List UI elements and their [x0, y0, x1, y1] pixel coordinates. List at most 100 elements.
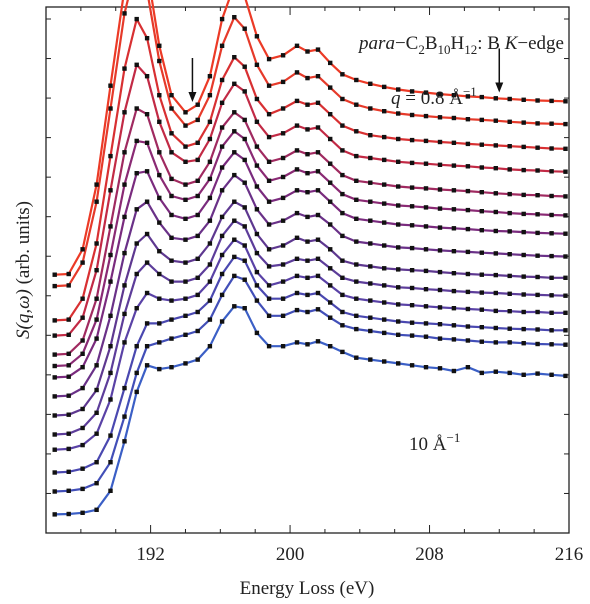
data-point — [108, 188, 113, 193]
data-point — [465, 188, 471, 194]
data-point — [396, 267, 401, 272]
data-point — [207, 279, 213, 284]
data-point — [157, 296, 162, 301]
data-point — [294, 235, 300, 240]
data-point — [232, 129, 237, 134]
data-point — [207, 344, 213, 349]
data-point — [535, 341, 540, 347]
data-point — [437, 287, 443, 293]
data-point — [219, 165, 225, 170]
data-point — [328, 222, 333, 227]
data-point — [465, 207, 471, 213]
data-point — [396, 361, 401, 366]
data-point — [232, 273, 237, 279]
data-point — [207, 93, 213, 98]
series-8 — [52, 150, 568, 380]
series-line — [54, 130, 566, 368]
data-point — [183, 123, 188, 128]
data-point — [266, 178, 272, 183]
data-point — [563, 310, 568, 315]
data-point — [340, 191, 345, 197]
data-point — [409, 137, 415, 143]
data-point — [451, 288, 457, 294]
data-point — [195, 256, 200, 261]
data-point — [207, 262, 213, 267]
data-point — [315, 125, 321, 130]
data-point — [144, 74, 150, 79]
data-point — [157, 271, 162, 277]
data-point — [315, 256, 321, 261]
data-point — [232, 237, 237, 242]
data-point — [52, 470, 57, 475]
data-point — [122, 439, 127, 444]
data-point — [340, 258, 345, 263]
data-point — [183, 144, 188, 149]
data-point — [66, 488, 71, 493]
data-point — [465, 324, 471, 329]
data-point — [219, 77, 225, 83]
data-point — [409, 160, 415, 166]
data-point — [451, 226, 457, 231]
data-point — [563, 231, 568, 236]
data-point — [563, 275, 568, 280]
data-point — [207, 195, 213, 201]
data-point — [183, 197, 188, 202]
data-point — [157, 340, 162, 345]
series-10 — [52, 106, 568, 357]
data-point — [266, 159, 272, 164]
data-point — [266, 344, 272, 349]
data-point — [294, 210, 300, 216]
data-point — [521, 229, 526, 235]
series-line — [54, 18, 566, 322]
data-point — [207, 317, 213, 322]
data-point — [549, 310, 554, 315]
data-point — [423, 138, 429, 144]
data-point — [354, 355, 359, 360]
data-point — [183, 279, 188, 284]
data-point — [315, 273, 321, 279]
data-point — [328, 199, 333, 204]
data-point — [183, 332, 188, 337]
data-point — [134, 62, 139, 67]
data-point — [423, 205, 429, 210]
data-point — [328, 283, 333, 288]
x-tick-label: 200 — [276, 544, 305, 565]
data-point — [134, 370, 139, 376]
series-3 — [52, 254, 568, 475]
data-point — [52, 489, 57, 494]
data-point — [340, 210, 345, 216]
data-point — [507, 252, 512, 257]
data-point — [254, 283, 260, 288]
data-point — [52, 447, 57, 452]
data-point — [183, 313, 188, 318]
data-point — [340, 72, 345, 77]
data-point — [169, 336, 174, 341]
data-point — [232, 199, 237, 204]
data-point — [66, 374, 71, 379]
data-point — [315, 100, 321, 105]
data-point — [280, 296, 286, 301]
series-2 — [52, 273, 568, 494]
data-point — [521, 292, 526, 297]
series-7 — [52, 172, 568, 399]
data-point — [232, 81, 237, 86]
data-point — [382, 157, 387, 163]
data-point — [294, 148, 300, 153]
data-point — [368, 315, 373, 320]
data-point — [195, 117, 200, 123]
data-point — [354, 216, 359, 221]
data-point — [294, 256, 300, 261]
data-point — [396, 159, 401, 164]
data-point — [294, 70, 300, 75]
series-line — [54, 219, 566, 436]
data-point — [451, 207, 457, 212]
data-point — [315, 307, 321, 312]
data-point — [409, 268, 415, 273]
data-point — [254, 144, 260, 149]
series-6 — [52, 199, 568, 418]
data-point — [294, 188, 300, 193]
data-point — [423, 334, 429, 339]
data-point — [144, 140, 150, 145]
data-point — [451, 271, 457, 276]
